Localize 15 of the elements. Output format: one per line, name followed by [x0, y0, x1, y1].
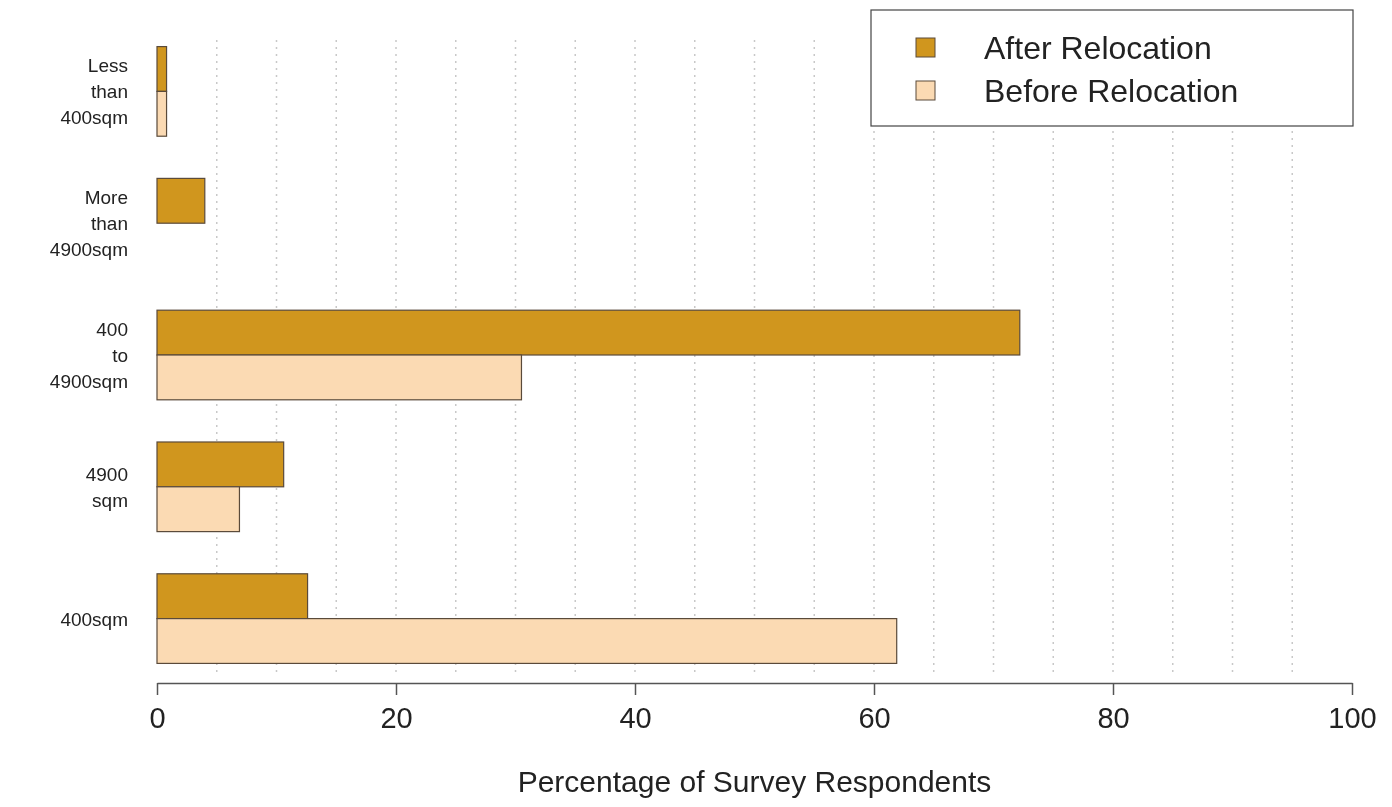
y-tick-label: 400sqm	[60, 608, 128, 630]
y-tick-label: 4900 sqm	[85, 463, 128, 511]
x-tick-label: 0	[149, 702, 166, 735]
x-tick-label: 80	[1097, 702, 1130, 735]
x-axis-title: Percentage of Survey Respondents	[517, 765, 992, 798]
y-tick-label: Less than 400sqm	[60, 55, 128, 129]
x-tick-label: 60	[858, 702, 891, 735]
y-tick-label: 400 to 4900sqm	[49, 319, 128, 392]
x-tick-label: 40	[619, 702, 652, 735]
bar	[156, 177, 206, 224]
legend-label: After Relocation	[984, 30, 1212, 66]
y-tick-label: More than 4900sqm	[49, 187, 128, 261]
x-tick-label: 20	[380, 702, 413, 735]
x-tick-label: 100	[1328, 702, 1377, 735]
legend-label: Before Relocation	[984, 73, 1239, 109]
